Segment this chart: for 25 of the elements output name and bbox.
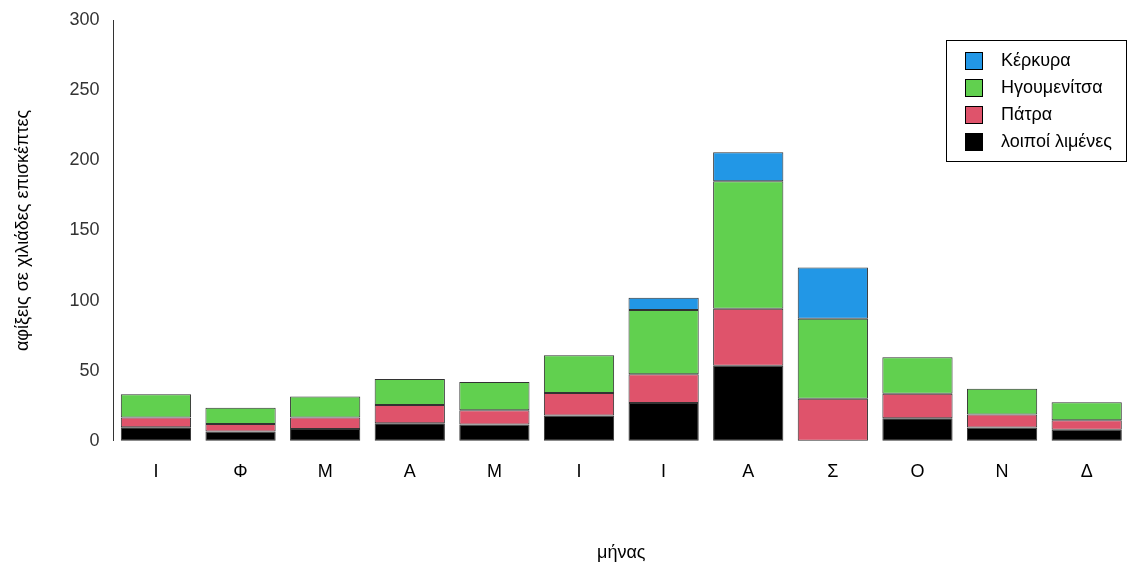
x-tick-label: Ι — [576, 460, 582, 481]
x-tick-label: Α — [403, 460, 416, 481]
x-tick-label: Α — [742, 460, 755, 481]
x-tick-label: Δ — [1080, 460, 1093, 481]
x-tick-label: Ι — [661, 460, 667, 481]
x-axis-title: μήνας — [597, 542, 646, 563]
legend-label: Κέρκυρα — [1000, 50, 1071, 71]
y-tick-label: 200 — [69, 149, 100, 170]
x-tick-label: Ο — [910, 460, 925, 481]
x-tick-label: Μ — [317, 460, 333, 481]
x-tick-label: Φ — [233, 460, 248, 481]
y-tick-label: 50 — [79, 359, 100, 380]
x-tick-label: Μ — [486, 460, 502, 481]
legend-label: Ηγουμενίτσα — [1000, 77, 1103, 98]
x-tick-label: Σ — [827, 460, 839, 481]
x-tick-label: Ν — [995, 460, 1009, 481]
legend-label: Πάτρα — [1000, 104, 1053, 125]
legend-label: λοιποί λιμένες — [1000, 131, 1112, 152]
y-axis-title: αφίξεις σε χιλιάδες επισκέπτες — [11, 109, 32, 352]
x-tick-label: Ι — [153, 460, 159, 481]
y-tick-label: 100 — [69, 289, 100, 310]
y-tick-label: 250 — [69, 79, 100, 100]
y-tick-label: 0 — [89, 429, 100, 450]
y-tick-label: 150 — [69, 219, 100, 240]
y-tick-label: 300 — [69, 8, 100, 29]
